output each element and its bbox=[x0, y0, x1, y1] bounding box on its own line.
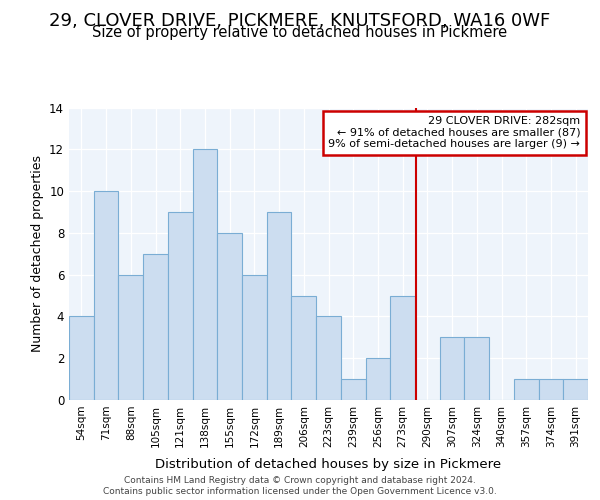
Bar bbox=[118, 274, 143, 400]
Text: 29, CLOVER DRIVE, PICKMERE, KNUTSFORD, WA16 0WF: 29, CLOVER DRIVE, PICKMERE, KNUTSFORD, W… bbox=[49, 12, 551, 30]
Bar bbox=[193, 150, 217, 400]
Bar bbox=[514, 379, 539, 400]
Bar bbox=[267, 212, 292, 400]
Bar bbox=[292, 296, 316, 400]
Bar bbox=[316, 316, 341, 400]
Text: Size of property relative to detached houses in Pickmere: Size of property relative to detached ho… bbox=[92, 25, 508, 40]
Bar bbox=[217, 233, 242, 400]
Text: 29 CLOVER DRIVE: 282sqm
← 91% of detached houses are smaller (87)
9% of semi-det: 29 CLOVER DRIVE: 282sqm ← 91% of detache… bbox=[328, 116, 580, 150]
Bar bbox=[365, 358, 390, 400]
Bar bbox=[143, 254, 168, 400]
Bar bbox=[563, 379, 588, 400]
Bar bbox=[390, 296, 415, 400]
Bar bbox=[440, 338, 464, 400]
Bar bbox=[94, 191, 118, 400]
X-axis label: Distribution of detached houses by size in Pickmere: Distribution of detached houses by size … bbox=[155, 458, 502, 471]
Y-axis label: Number of detached properties: Number of detached properties bbox=[31, 155, 44, 352]
Bar bbox=[69, 316, 94, 400]
Text: Contains HM Land Registry data © Crown copyright and database right 2024.: Contains HM Land Registry data © Crown c… bbox=[124, 476, 476, 485]
Bar bbox=[464, 338, 489, 400]
Bar bbox=[539, 379, 563, 400]
Text: Contains public sector information licensed under the Open Government Licence v3: Contains public sector information licen… bbox=[103, 487, 497, 496]
Bar bbox=[168, 212, 193, 400]
Bar bbox=[242, 274, 267, 400]
Bar bbox=[341, 379, 365, 400]
